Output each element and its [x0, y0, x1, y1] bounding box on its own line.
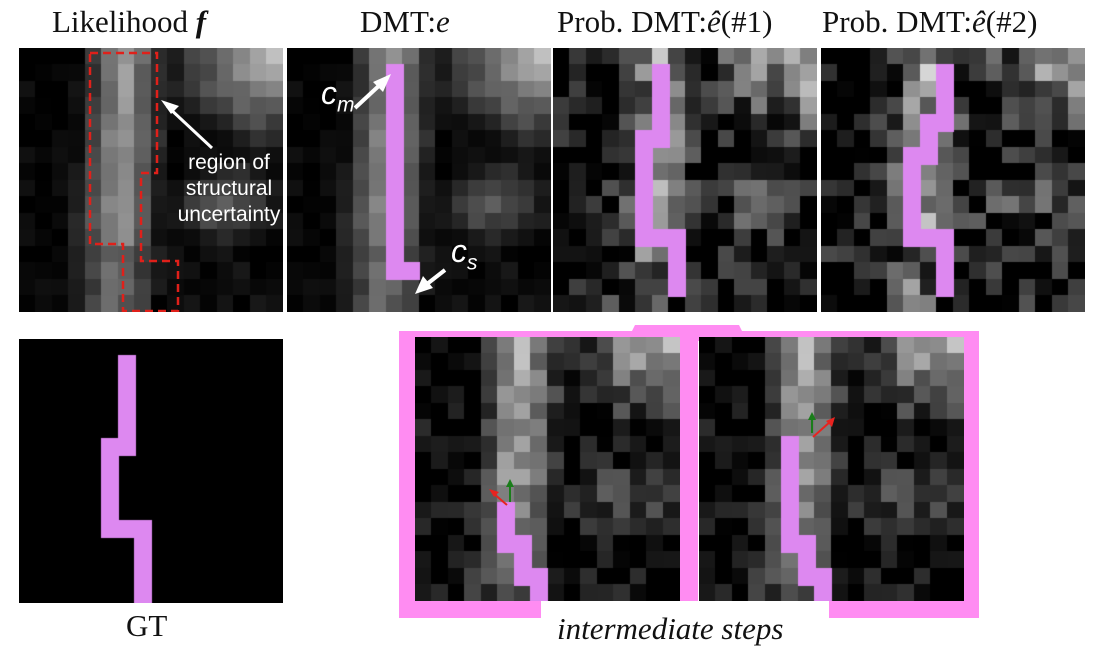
intermediate-steps-caption: intermediate steps [557, 611, 784, 646]
frame-bottom-right [829, 601, 979, 618]
gt-caption: GT [126, 608, 168, 643]
region-annotation: region of structural uncertainty [174, 150, 283, 228]
step-1-red-arrowhead [489, 489, 499, 497]
step-2-green-arrowhead [808, 412, 816, 420]
cm-label: cm [321, 77, 355, 118]
title-prob1-text: Prob. DMT: [557, 4, 708, 39]
step-2-arrows [808, 412, 835, 438]
dmt-heatmap [287, 48, 551, 312]
title-prob2-text: Prob. DMT: [822, 4, 973, 39]
intermediate-steps-frame [399, 325, 979, 618]
frame-bottom-left [399, 601, 541, 618]
title-prob1-symbol: ê [707, 4, 721, 39]
region-pointer-arrow [165, 104, 214, 150]
prob-dmt-2-heatmap [821, 48, 1085, 312]
title-prob2-symbol: ê [972, 4, 986, 39]
step-1-arrows [489, 479, 514, 506]
title-dmt-text: DMT: [360, 4, 436, 39]
title-prob2-suffix: (#2) [985, 4, 1038, 39]
cs-label: cs [451, 235, 478, 276]
cs-pointer-arrowhead [415, 276, 433, 294]
frame-center-divider [680, 331, 698, 601]
step-2-red-arrow [812, 420, 832, 438]
uncertainty-region-outline [88, 51, 180, 312]
cm-label-letter: c [321, 75, 337, 111]
region-pointer-arrowhead [161, 100, 179, 114]
prob-dmt-1-panel [553, 48, 817, 312]
cm-pointer-arrowhead [373, 74, 391, 92]
likelihood-heatmap [19, 48, 283, 312]
gt-panel [19, 339, 283, 603]
gt-mask [19, 339, 283, 603]
step-2-heatmap [699, 337, 964, 601]
title-dmt-symbol: e [435, 4, 450, 39]
region-annotation-line2: structural [185, 177, 273, 200]
prob-dmt-1-heatmap [553, 48, 817, 312]
cs-label-sub: s [467, 251, 478, 275]
intermediate-step-2-panel [699, 337, 964, 601]
step-1-green-arrowhead [506, 479, 514, 487]
prob-dmt-2-panel [821, 48, 1085, 312]
region-annotation-line3: uncertainty [177, 203, 281, 226]
step-1-heatmap [415, 337, 680, 601]
dmt-overlay [353, 74, 447, 294]
likelihood-panel: region of structural uncertainty [19, 48, 283, 312]
cm-label-sub: m [337, 93, 355, 117]
step-2-red-arrowhead [826, 417, 835, 427]
frame-left [399, 331, 415, 618]
intermediate-step-1-panel [415, 337, 680, 601]
title-prob-dmt-1: Prob. DMT:ê(#1) [557, 4, 772, 40]
title-prob1-suffix: (#1) [720, 4, 773, 39]
title-dmt: DMT:e [360, 4, 450, 40]
likelihood-overlay [88, 51, 214, 312]
cs-label-letter: c [451, 233, 467, 269]
region-annotation-line1: region of [188, 151, 270, 174]
title-likelihood-symbol: f [195, 4, 207, 39]
dmt-panel: cm cs [287, 48, 551, 312]
title-likelihood: Likelihood f [52, 4, 206, 40]
frame-right [963, 331, 979, 618]
cs-pointer-arrow [425, 268, 447, 286]
title-likelihood-text: Likelihood [52, 4, 189, 39]
title-prob-dmt-2: Prob. DMT:ê(#2) [822, 4, 1037, 40]
